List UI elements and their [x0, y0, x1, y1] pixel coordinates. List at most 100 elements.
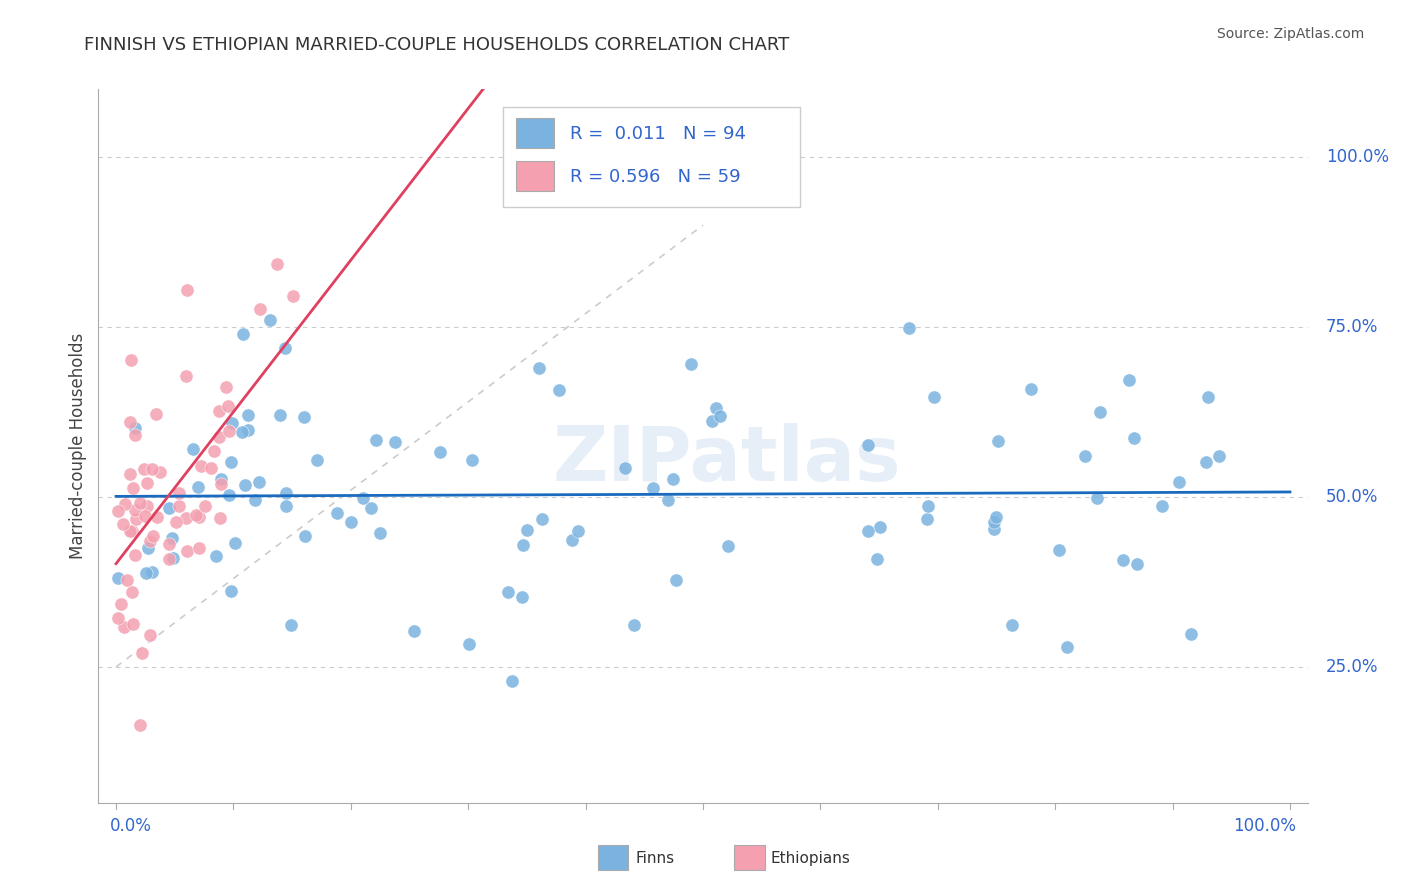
Point: [194, 499, 217, 513]
Point: [232, 326, 254, 341]
Point: [135, 566, 157, 580]
Point: [897, 321, 920, 335]
Point: [202, 443, 225, 458]
Point: [121, 481, 143, 495]
Point: [107, 504, 129, 518]
Point: [219, 454, 242, 468]
Point: [614, 461, 637, 475]
Point: [174, 368, 197, 383]
Point: [352, 491, 374, 506]
Point: [245, 492, 267, 507]
Point: [1123, 431, 1146, 445]
Point: [530, 512, 553, 526]
Point: [249, 302, 271, 317]
Point: [326, 506, 349, 520]
Point: [125, 512, 148, 526]
Point: [983, 515, 1005, 529]
Point: [136, 499, 159, 513]
Point: [209, 477, 232, 491]
Point: [661, 472, 683, 486]
Point: [107, 571, 129, 585]
Point: [516, 523, 538, 537]
Point: [167, 499, 190, 513]
Point: [215, 380, 238, 394]
Point: [402, 624, 425, 639]
Point: [1150, 499, 1173, 513]
Point: [218, 487, 240, 501]
Point: [922, 391, 945, 405]
Point: [1056, 640, 1078, 655]
Point: [501, 673, 523, 688]
Text: 50.0%: 50.0%: [1326, 488, 1378, 506]
Point: [139, 628, 162, 642]
Point: [510, 590, 533, 604]
Point: [236, 408, 259, 422]
Text: 100.0%: 100.0%: [1233, 817, 1296, 835]
Point: [1118, 372, 1140, 386]
Point: [274, 341, 297, 355]
Point: [717, 540, 740, 554]
Point: [496, 585, 519, 599]
Point: [561, 533, 583, 547]
Point: [112, 619, 135, 633]
Point: [141, 462, 163, 476]
Point: [274, 500, 297, 514]
Point: [136, 475, 159, 490]
FancyBboxPatch shape: [516, 161, 554, 191]
Text: R = 0.596   N = 59: R = 0.596 N = 59: [569, 168, 741, 186]
Point: [118, 467, 141, 482]
Text: Source: ZipAtlas.com: Source: ZipAtlas.com: [1216, 27, 1364, 41]
Point: [129, 496, 152, 510]
Point: [120, 353, 142, 368]
Point: [458, 637, 481, 651]
Point: [134, 508, 156, 523]
Point: [856, 438, 879, 452]
Point: [122, 617, 145, 632]
Point: [305, 452, 328, 467]
Point: [120, 524, 142, 538]
Point: [364, 433, 387, 447]
Point: [200, 461, 222, 475]
Text: FINNISH VS ETHIOPIAN MARRIED-COUPLE HOUSEHOLDS CORRELATION CHART: FINNISH VS ETHIOPIAN MARRIED-COUPLE HOUS…: [84, 36, 790, 54]
Point: [984, 510, 1007, 524]
Point: [142, 529, 165, 543]
Point: [368, 525, 391, 540]
Point: [1167, 475, 1189, 489]
Point: [512, 538, 534, 552]
Point: [236, 423, 259, 437]
Point: [1111, 553, 1133, 567]
FancyBboxPatch shape: [503, 107, 800, 207]
Point: [280, 617, 302, 632]
Point: [1180, 627, 1202, 641]
Point: [128, 718, 150, 732]
Point: [132, 462, 155, 476]
Point: [124, 503, 146, 517]
Point: [529, 361, 551, 376]
Point: [187, 480, 209, 494]
Text: Ethiopians: Ethiopians: [770, 852, 851, 866]
Point: [208, 403, 231, 417]
Point: [1049, 543, 1071, 558]
Point: [124, 420, 146, 434]
Point: [360, 501, 382, 516]
Point: [205, 549, 228, 564]
Point: [1194, 455, 1216, 469]
Point: [709, 409, 731, 424]
Point: [218, 424, 240, 438]
Point: [269, 409, 291, 423]
Point: [1208, 449, 1230, 463]
Point: [866, 551, 889, 566]
Point: [856, 524, 879, 538]
Point: [162, 551, 184, 566]
Point: [124, 548, 146, 562]
Point: [190, 458, 212, 473]
Text: 0.0%: 0.0%: [110, 817, 152, 835]
Text: Finns: Finns: [636, 852, 675, 866]
Point: [139, 534, 162, 549]
Point: [292, 409, 315, 424]
Point: [110, 597, 132, 611]
Point: [340, 515, 363, 529]
Point: [548, 384, 571, 398]
Point: [665, 574, 688, 588]
Point: [643, 481, 665, 495]
